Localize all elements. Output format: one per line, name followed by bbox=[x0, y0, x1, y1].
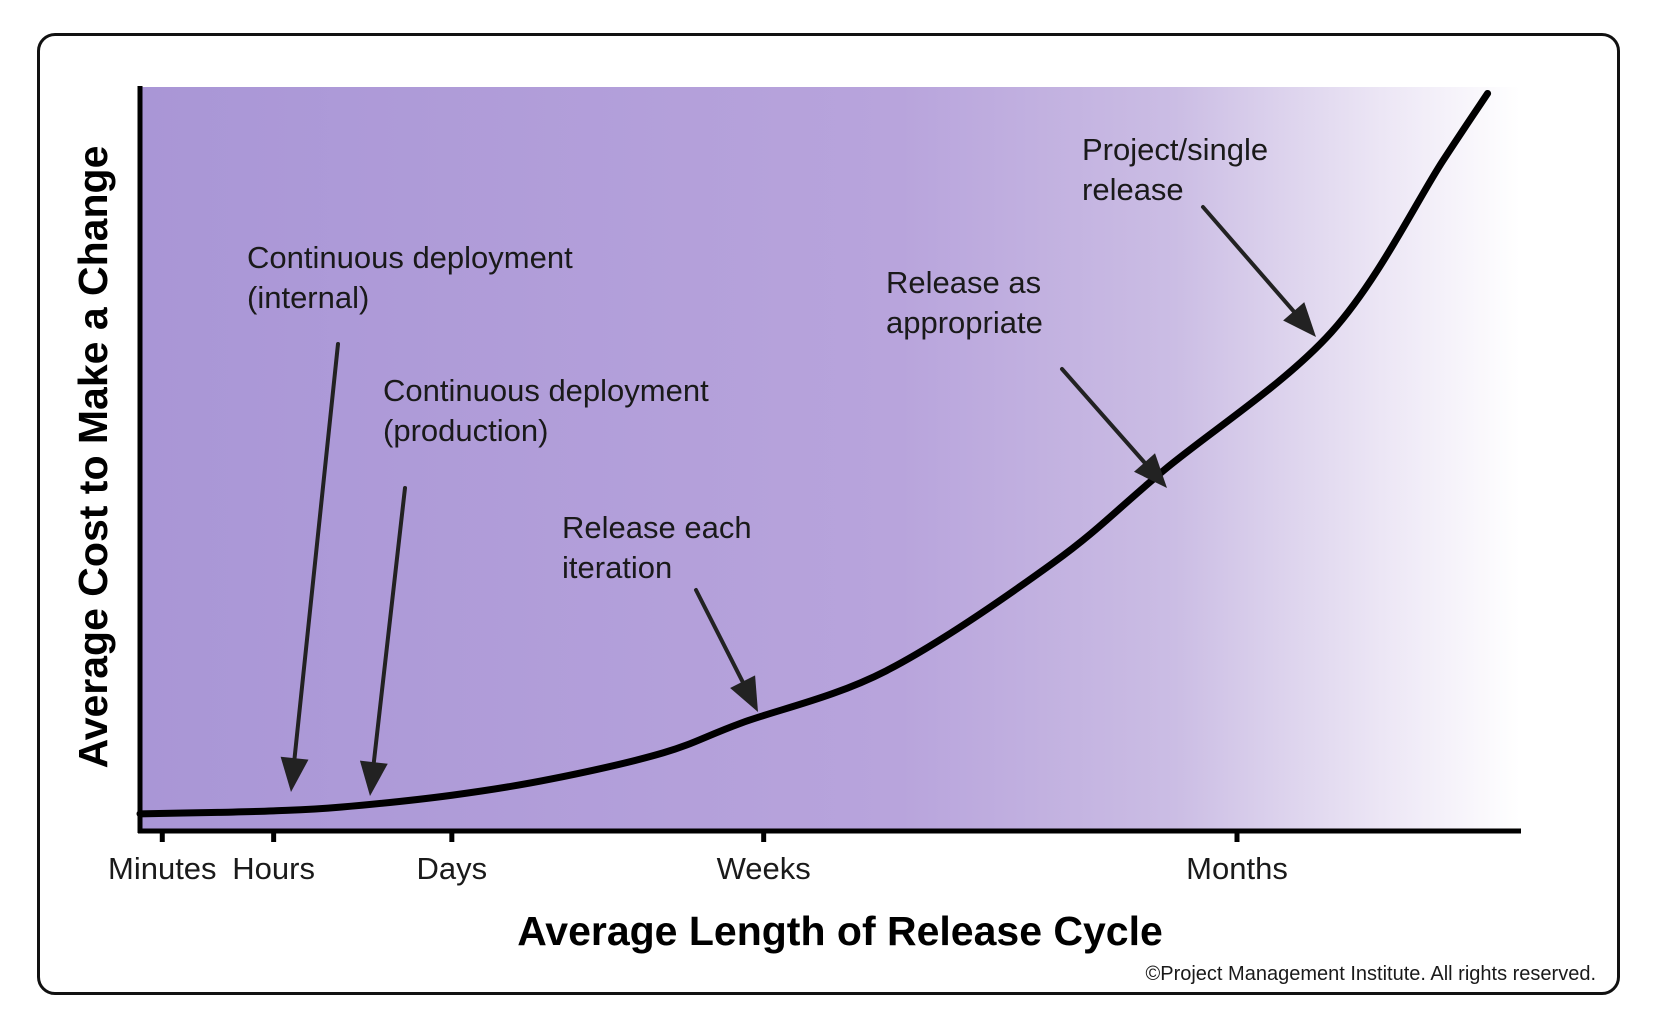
y-axis-title: Average Cost to Make a Change bbox=[70, 146, 116, 769]
x-tick-label-hours: Hours bbox=[232, 851, 315, 886]
annotation-arrow-3 bbox=[694, 588, 758, 712]
arrow-shaft bbox=[1060, 367, 1147, 465]
plot-background bbox=[141, 87, 1520, 830]
annotation-arrow-4 bbox=[1060, 367, 1167, 488]
arrow-head bbox=[280, 756, 309, 792]
copyright-text: ©Project Management Institute. All right… bbox=[1146, 963, 1597, 985]
x-axis-title: Average Length of Release Cycle bbox=[517, 908, 1163, 954]
x-tick-label-weeks: Weeks bbox=[717, 851, 811, 886]
arrow-shaft bbox=[292, 342, 340, 761]
annotation-label-1: Continuous deployment (internal) bbox=[247, 240, 573, 315]
annotation-label-2: Continuous deployment (production) bbox=[383, 373, 709, 448]
x-tick-label-minutes: Minutes bbox=[108, 851, 217, 886]
arrow-head bbox=[1283, 302, 1316, 337]
annotation-arrow-1 bbox=[280, 342, 340, 792]
arrow-shaft bbox=[694, 588, 745, 684]
arrow-shaft bbox=[371, 486, 407, 765]
x-tick-label-months: Months bbox=[1186, 851, 1288, 886]
annotation-label-4: Release as appropriate bbox=[886, 265, 1043, 340]
x-tick-label-days: Days bbox=[417, 851, 488, 886]
cost-curve bbox=[136, 89, 1492, 818]
annotation-label-5: Project/single release bbox=[1082, 132, 1268, 207]
annotation-label-3: Release each iteration bbox=[562, 510, 752, 585]
arrow-head bbox=[730, 675, 758, 712]
arrow-head bbox=[1134, 453, 1167, 488]
annotation-arrow-2 bbox=[359, 486, 407, 796]
annotation-arrow-5 bbox=[1201, 205, 1316, 337]
arrow-head bbox=[359, 760, 388, 796]
arrow-shaft bbox=[1201, 205, 1296, 314]
